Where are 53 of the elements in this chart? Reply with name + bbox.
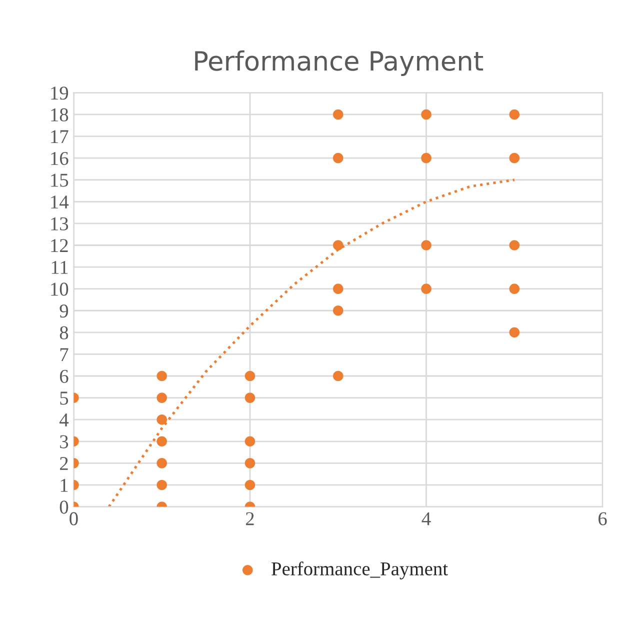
point xyxy=(156,436,168,447)
y-tick-label: 15 xyxy=(51,174,68,187)
point xyxy=(156,480,168,490)
point xyxy=(332,109,344,120)
y-tick-label: 16 xyxy=(51,152,68,166)
point xyxy=(332,240,344,250)
x-tick-label: 0 xyxy=(70,512,78,526)
point xyxy=(156,392,168,403)
y-tick-label: 0 xyxy=(60,500,68,514)
point xyxy=(332,305,344,316)
point xyxy=(244,458,256,468)
y-tick-label: 2 xyxy=(60,457,68,470)
point xyxy=(332,152,344,164)
y-tick-label: 6 xyxy=(60,370,68,383)
y-tick-label: 13 xyxy=(51,217,68,230)
point xyxy=(509,284,520,294)
y-tick-label: 8 xyxy=(60,326,68,340)
y-tick-label: 1 xyxy=(60,478,68,492)
y-tick-label: 3 xyxy=(60,435,68,448)
point xyxy=(421,240,432,250)
point xyxy=(332,284,344,294)
point xyxy=(509,152,520,164)
point xyxy=(244,392,256,403)
x-tick-label: 2 xyxy=(246,512,254,526)
chart-title: Performance Payment xyxy=(195,50,484,76)
point xyxy=(156,414,168,425)
y-tick-label: 18 xyxy=(51,108,68,122)
y-tick-label: 7 xyxy=(60,348,68,361)
point xyxy=(332,370,344,382)
point xyxy=(509,327,520,338)
point xyxy=(509,109,520,120)
y-tick-label: 12 xyxy=(51,239,68,252)
y-tick-label: 9 xyxy=(60,304,68,318)
point xyxy=(244,370,256,382)
y-tick-label: 14 xyxy=(51,196,69,208)
y-tick-label: 5 xyxy=(60,392,68,405)
point xyxy=(244,436,256,447)
y-tick-label: 4 xyxy=(60,414,69,426)
y-tick-label: 19 xyxy=(51,86,68,100)
line-series xyxy=(108,178,516,507)
point xyxy=(421,109,432,120)
point xyxy=(509,240,520,250)
y-tick-label: 10 xyxy=(51,282,68,296)
y-tick-label: 17 xyxy=(51,130,68,144)
point xyxy=(156,370,168,382)
point xyxy=(244,480,256,490)
legend-label: Performance_Payment xyxy=(272,562,448,580)
point xyxy=(421,284,432,294)
point xyxy=(421,152,432,164)
x-tick-label: 6 xyxy=(598,512,607,526)
point xyxy=(156,458,168,468)
x-tick-label: 4 xyxy=(422,512,431,526)
y-tick-label: 11 xyxy=(52,260,68,274)
